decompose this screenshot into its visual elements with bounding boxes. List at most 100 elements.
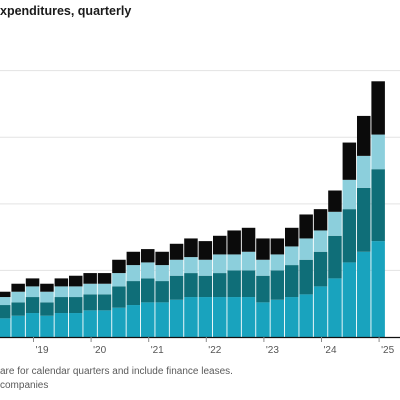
bar-segment-1 <box>0 318 11 337</box>
bar-segment-1 <box>97 310 112 337</box>
bar-segment-1 <box>357 251 371 337</box>
bar-segment-4 <box>40 283 54 292</box>
bar-segment-1 <box>25 313 40 337</box>
bar-segment-4 <box>328 190 342 212</box>
bar-segment-1 <box>198 297 213 337</box>
bar-segment-1 <box>83 310 97 337</box>
bar-segment-4 <box>184 238 198 258</box>
bar-segment-2 <box>299 259 313 295</box>
bar-segment-4 <box>54 278 69 287</box>
bar-segment-2 <box>40 302 54 316</box>
bar-segment-2 <box>313 251 328 287</box>
bar-segment-3 <box>69 286 83 298</box>
x-tick-label: '24 <box>324 345 337 356</box>
bar-segment-2 <box>256 275 270 303</box>
bar-segment-1 <box>299 294 313 337</box>
bar-segment-4 <box>83 273 97 284</box>
bar-segment-4 <box>0 291 11 298</box>
bar-segment-4 <box>299 214 313 239</box>
bar-segment-3 <box>141 262 155 279</box>
bar-segment-1 <box>11 315 25 337</box>
bar-segment-3 <box>155 265 169 282</box>
bar-segment-2 <box>155 281 169 303</box>
bar-segment-3 <box>270 254 285 271</box>
bar-segment-3 <box>25 286 40 298</box>
bar-segment-3 <box>184 257 198 274</box>
bar-segment-3 <box>213 254 227 274</box>
bar-segment-3 <box>112 273 126 287</box>
bar-segment-3 <box>83 283 97 295</box>
bar-segment-3 <box>126 265 141 282</box>
bar-segment-1 <box>141 302 155 337</box>
bar-segment-3 <box>40 291 54 303</box>
bar-segment-2 <box>270 270 285 300</box>
bar-segment-2 <box>285 265 299 298</box>
bar-segment-2 <box>25 297 40 314</box>
bar-segment-4 <box>342 142 357 180</box>
x-tick-label: '22 <box>208 345 221 356</box>
bar-segment-4 <box>371 81 385 135</box>
bar-segment-2 <box>328 235 342 279</box>
bar-segment-2 <box>357 187 371 252</box>
bar-segment-4 <box>256 238 270 260</box>
bar-segment-4 <box>357 115 371 156</box>
bar-segment-4 <box>69 275 83 287</box>
bar-segment-3 <box>54 286 69 298</box>
bar-segment-3 <box>313 230 328 252</box>
bar-segment-2 <box>126 281 141 306</box>
bar-segment-1 <box>270 299 285 337</box>
x-tick-label: '23 <box>266 345 279 356</box>
bar-segment-4 <box>227 230 241 255</box>
bar-segment-2 <box>141 278 155 303</box>
bar-segment-2 <box>371 169 385 242</box>
bar-segment-2 <box>97 294 112 311</box>
bar-segment-4 <box>198 241 213 260</box>
bar-segment-4 <box>126 251 141 266</box>
x-tick-label: '20 <box>93 345 106 356</box>
bar-segment-4 <box>313 209 328 231</box>
bar-segment-2 <box>227 270 241 298</box>
bar-segment-1 <box>227 297 241 337</box>
bar-segment-2 <box>0 305 11 319</box>
bar-segment-3 <box>357 155 371 188</box>
bar-segment-2 <box>213 273 227 298</box>
bar-segment-3 <box>11 291 25 303</box>
bar-segment-2 <box>198 275 213 298</box>
bar-segment-3 <box>97 283 112 295</box>
bar-segment-1 <box>169 299 184 337</box>
bar-segment-4 <box>141 249 155 263</box>
bar-segment-1 <box>54 313 69 337</box>
bar-segment-4 <box>270 238 285 255</box>
bar-segment-1 <box>285 297 299 337</box>
bar-segment-2 <box>184 273 198 298</box>
bar-segment-2 <box>112 286 126 308</box>
bar-segment-2 <box>69 297 83 314</box>
bar-segment-4 <box>112 259 126 274</box>
bar-segment-4 <box>25 278 40 287</box>
bar-segment-1 <box>342 262 357 337</box>
bar-segment-3 <box>328 211 342 236</box>
bar-segment-1 <box>69 313 83 337</box>
x-tick-label: '21 <box>151 345 164 356</box>
bar-segment-1 <box>241 297 256 337</box>
bar-segment-1 <box>126 305 141 337</box>
bar-segment-3 <box>299 238 313 260</box>
bar-segment-3 <box>342 179 357 210</box>
chart-title: xpenditures, quarterly <box>0 4 132 18</box>
bars <box>0 81 385 337</box>
bar-segment-4 <box>213 235 227 255</box>
bar-segment-4 <box>155 251 169 266</box>
bar-segment-2 <box>169 275 184 300</box>
bar-segment-4 <box>169 243 184 260</box>
bar-segment-3 <box>285 246 299 266</box>
bar-segment-1 <box>313 286 328 337</box>
bar-segment-3 <box>198 259 213 276</box>
bar-segment-3 <box>227 254 241 271</box>
x-axis: '19 '20 '21 '22 '23 '24 '25 <box>0 336 400 356</box>
bar-segment-3 <box>371 134 385 170</box>
bar-segment-1 <box>328 278 342 337</box>
bar-segment-2 <box>241 270 256 298</box>
bar-segment-1 <box>213 297 227 337</box>
bar-segment-2 <box>54 297 69 314</box>
